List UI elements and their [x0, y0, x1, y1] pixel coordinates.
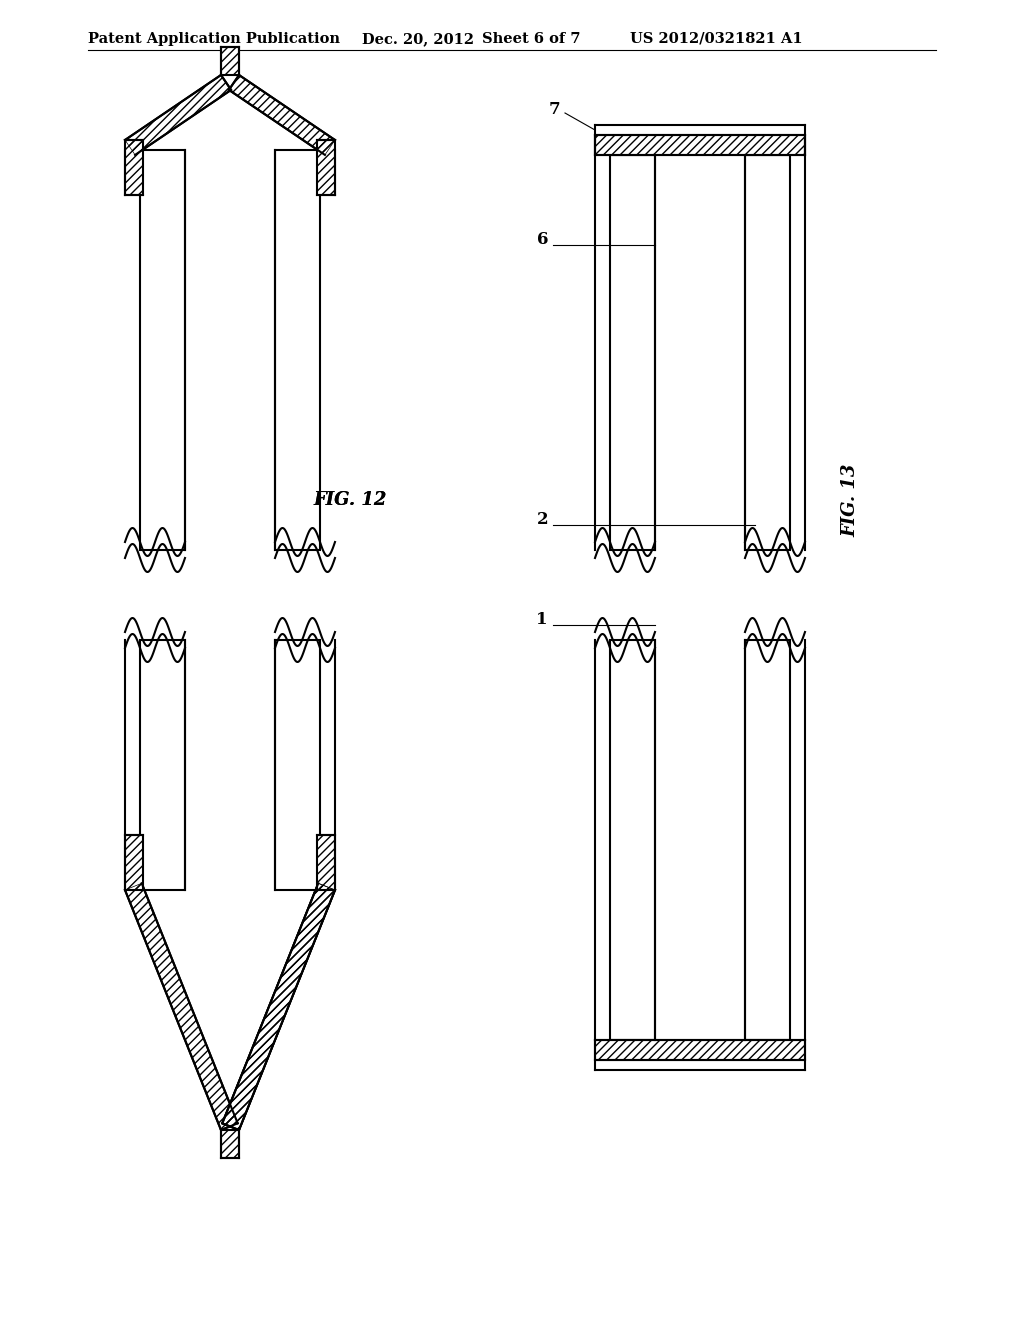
Polygon shape — [222, 883, 335, 1130]
Bar — [745, 154, 790, 550]
Polygon shape — [221, 1130, 239, 1158]
Polygon shape — [595, 135, 805, 154]
Bar — [610, 154, 655, 550]
Polygon shape — [221, 48, 239, 75]
Polygon shape — [229, 75, 335, 154]
Polygon shape — [222, 883, 335, 1130]
Polygon shape — [125, 75, 231, 154]
Text: Dec. 20, 2012: Dec. 20, 2012 — [362, 32, 474, 46]
Polygon shape — [317, 836, 335, 890]
Bar — [275, 640, 319, 890]
Bar — [140, 640, 185, 890]
Text: 6: 6 — [537, 231, 548, 248]
Bar — [140, 150, 185, 550]
Text: 7: 7 — [549, 102, 560, 119]
Text: Patent Application Publication: Patent Application Publication — [88, 32, 340, 46]
Text: US 2012/0321821 A1: US 2012/0321821 A1 — [630, 32, 803, 46]
Polygon shape — [125, 883, 238, 1130]
Text: FIG. 13: FIG. 13 — [841, 463, 859, 537]
Text: 1: 1 — [537, 611, 548, 628]
Bar — [610, 640, 655, 1040]
Polygon shape — [595, 1040, 805, 1060]
Text: Sheet 6 of 7: Sheet 6 of 7 — [482, 32, 581, 46]
Text: 2: 2 — [537, 511, 548, 528]
Polygon shape — [125, 140, 143, 195]
Polygon shape — [125, 836, 143, 890]
Bar — [275, 150, 319, 550]
Text: FIG. 12: FIG. 12 — [313, 491, 387, 510]
Polygon shape — [317, 140, 335, 195]
Bar — [745, 640, 790, 1040]
Text: FIG. 12: FIG. 12 — [313, 491, 387, 510]
